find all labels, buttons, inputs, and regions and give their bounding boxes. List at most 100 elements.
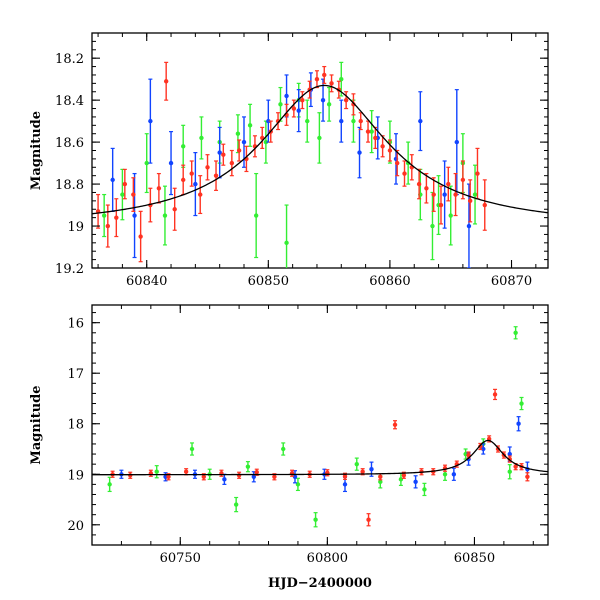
- bottom-point-red: [392, 422, 398, 427]
- top-panel: 60840 60850 60860 60870 18.2 18.4 18.6 18.8 19 19…: [29, 32, 549, 289]
- top-point-red: [172, 207, 177, 212]
- top-point-red: [424, 186, 429, 191]
- top-x-tick-label: 60860: [369, 274, 410, 289]
- top-y-tick-label: 18.4: [55, 94, 84, 109]
- bottom-point-blue: [369, 467, 374, 472]
- top-point-red: [475, 171, 480, 176]
- bottom-point-green: [507, 469, 512, 474]
- bottom-y-tick-label: 17: [67, 367, 84, 382]
- top-point-red: [343, 97, 349, 103]
- top-point-blue: [296, 108, 301, 113]
- top-point-green: [339, 76, 344, 82]
- top-point-red: [416, 181, 422, 187]
- bottom-point-green: [154, 469, 159, 474]
- top-point-blue: [266, 118, 271, 124]
- bottom-point-blue: [413, 479, 418, 485]
- top-point-red: [438, 202, 444, 208]
- top-point-blue: [454, 139, 459, 145]
- bottom-point-red: [513, 464, 518, 469]
- top-x-tick-label: 60850: [248, 274, 289, 289]
- bottom-point-blue: [222, 477, 227, 482]
- top-point-red: [453, 192, 458, 197]
- top-point-red: [114, 215, 119, 220]
- top-point-green: [326, 102, 332, 107]
- top-point-blue: [339, 118, 344, 124]
- top-y-tick-label: 18.2: [55, 52, 84, 67]
- bottom-point-red: [366, 517, 371, 522]
- bottom-point-red: [166, 474, 171, 479]
- top-point-red: [322, 72, 327, 78]
- bottom-x-tick-label: 60750: [160, 551, 201, 566]
- bottom-data-layer: [92, 326, 548, 528]
- top-point-blue: [110, 177, 115, 183]
- top-point-red: [189, 171, 194, 176]
- top-point-red: [205, 165, 210, 170]
- top-point-red: [314, 76, 320, 82]
- top-point-green: [247, 123, 253, 128]
- bottom-point-blue: [451, 472, 457, 477]
- bottom-point-green: [233, 502, 239, 507]
- top-y-axis-label: Magnitude: [29, 111, 44, 190]
- bottom-panel: 60750 60800 60850 16 17 18 19 20 Magnitude HJD−…: [29, 304, 549, 591]
- bottom-point-green: [313, 517, 318, 522]
- top-y-tick-label: 19.2: [55, 262, 84, 277]
- top-point-red: [163, 79, 169, 84]
- top-point-green: [120, 192, 125, 197]
- top-point-blue: [193, 181, 198, 187]
- top-point-green: [199, 135, 204, 141]
- top-point-red: [138, 234, 143, 239]
- bottom-x-tick-label: 60850: [454, 551, 495, 566]
- bottom-point-green: [422, 487, 427, 492]
- top-point-red: [236, 148, 242, 153]
- bottom-point-blue: [507, 451, 512, 457]
- bottom-point-red: [183, 469, 189, 474]
- bottom-point-green: [513, 330, 518, 335]
- bottom-point-green: [245, 464, 251, 469]
- top-point-red: [387, 148, 393, 153]
- top-point-blue: [320, 97, 326, 103]
- top-point-red: [402, 171, 407, 176]
- bottom-point-red: [525, 474, 530, 479]
- bottom-y-axis-label: Magnitude: [29, 385, 44, 464]
- top-point-green: [430, 223, 435, 229]
- top-point-blue: [148, 118, 153, 124]
- top-point-green: [284, 240, 289, 246]
- top-point-green: [101, 213, 107, 218]
- bottom-point-blue: [342, 482, 348, 487]
- top-point-blue: [241, 139, 247, 145]
- top-point-red: [122, 181, 128, 187]
- bottom-point-blue: [516, 421, 521, 426]
- bottom-model-curve: [92, 439, 548, 476]
- bottom-point-green: [354, 461, 359, 467]
- top-point-red: [395, 160, 400, 166]
- top-point-red: [329, 81, 334, 86]
- bottom-x-tick-label: 60800: [307, 551, 348, 566]
- bottom-point-green: [189, 446, 195, 452]
- bottom-point-red: [360, 469, 365, 474]
- top-point-green: [369, 129, 374, 134]
- top-axes: 60840 60850 60860 60870 18.2 18.4 18.6 18.8 19 19…: [55, 32, 548, 289]
- top-point-red: [291, 106, 297, 111]
- top-y-tick-label: 18.8: [55, 178, 84, 193]
- top-point-red: [300, 97, 305, 103]
- top-point-red: [181, 177, 186, 183]
- top-point-red: [131, 192, 136, 197]
- top-point-blue: [442, 192, 447, 197]
- bottom-x-axis-label: HJD−2400000: [268, 576, 372, 591]
- top-point-green: [235, 131, 241, 136]
- top-point-green: [144, 160, 149, 166]
- top-point-red: [351, 102, 356, 107]
- top-point-blue: [466, 223, 472, 229]
- bottom-y-tick-label: 19: [67, 468, 84, 483]
- bottom-y-tick-label: 16: [67, 317, 84, 332]
- top-point-green: [162, 213, 168, 218]
- bottom-point-green: [107, 482, 112, 487]
- top-point-red: [198, 192, 203, 197]
- bottom-point-green: [519, 401, 524, 406]
- bottom-point-red: [272, 474, 277, 479]
- top-point-green: [448, 213, 453, 218]
- top-point-green: [181, 144, 186, 149]
- top-point-green: [305, 118, 310, 124]
- top-y-tick-label: 19: [67, 220, 84, 235]
- bottom-point-red: [401, 473, 407, 478]
